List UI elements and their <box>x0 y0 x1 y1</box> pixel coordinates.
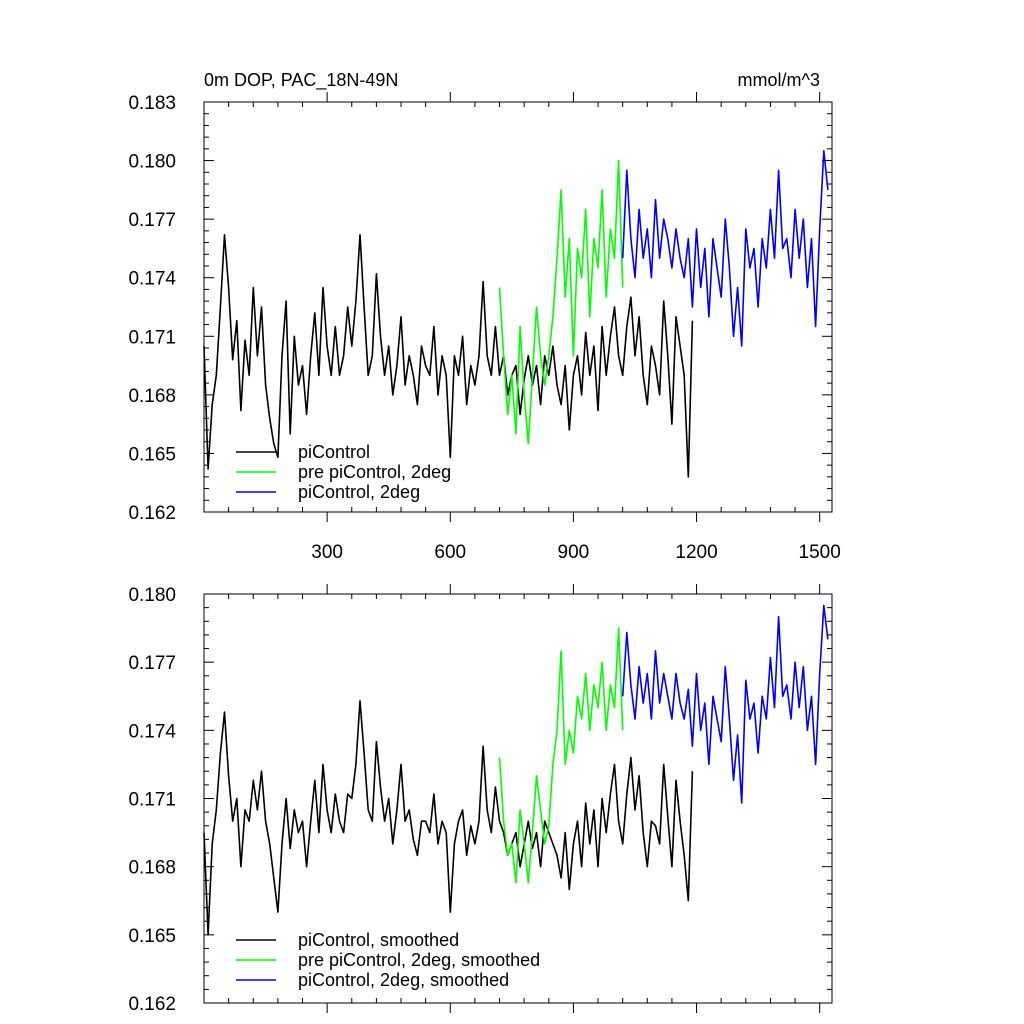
y-tick-label: 0.165 <box>128 926 176 947</box>
top-panel-title: 0m DOP, PAC_18N-49N <box>204 70 398 91</box>
y-tick-label: 0.183 <box>128 93 176 114</box>
top-panel: 0m DOP, PAC_18N-49N mmol/m^3 0.162 0.165 0… <box>128 70 840 563</box>
legend-label: piControl, smoothed <box>298 930 459 950</box>
y-tick-label: 0.180 <box>128 152 176 173</box>
y-tick-label: 0.162 <box>128 994 176 1015</box>
y-tick-label: 0.168 <box>128 386 176 407</box>
y-tick-label: 0.162 <box>128 503 176 524</box>
bottom-panel: 0.162 0.165 0.168 0.171 0.174 0.177 0.180 piCon… <box>128 584 833 1015</box>
y-tick-label: 0.180 <box>128 585 176 606</box>
series-line-3 <box>621 604 829 804</box>
legend-label: piControl <box>298 442 370 462</box>
series-line-1 <box>203 234 694 478</box>
series-line-3 <box>621 150 829 347</box>
plot-frame <box>203 101 833 513</box>
y-tick-label: 0.171 <box>128 790 176 811</box>
series-line-2 <box>498 627 624 884</box>
x-tick-label: 1200 <box>675 542 717 563</box>
x-tick-label: 900 <box>558 542 590 563</box>
series-line-1 <box>203 699 694 936</box>
series-line-2 <box>498 159 624 445</box>
legend-label: piControl, 2deg, smoothed <box>298 970 509 990</box>
y-tick-label: 0.177 <box>128 653 176 674</box>
top-panel-units: mmol/m^3 <box>738 70 820 90</box>
y-tick-label: 0.168 <box>128 858 176 879</box>
y-tick-label: 0.174 <box>128 269 176 290</box>
y-tick-label: 0.177 <box>128 210 176 231</box>
y-tick-label: 0.171 <box>128 327 176 348</box>
y-tick-label: 0.174 <box>128 721 176 742</box>
legend-label: pre piControl, 2deg <box>298 462 451 482</box>
legend-label: pre piControl, 2deg, smoothed <box>298 950 540 970</box>
x-tick-label: 300 <box>311 542 343 563</box>
legend-label: piControl, 2deg <box>298 482 420 502</box>
x-tick-label: 1500 <box>799 542 841 563</box>
y-tick-label: 0.165 <box>128 444 176 465</box>
x-tick-label: 600 <box>434 542 466 563</box>
